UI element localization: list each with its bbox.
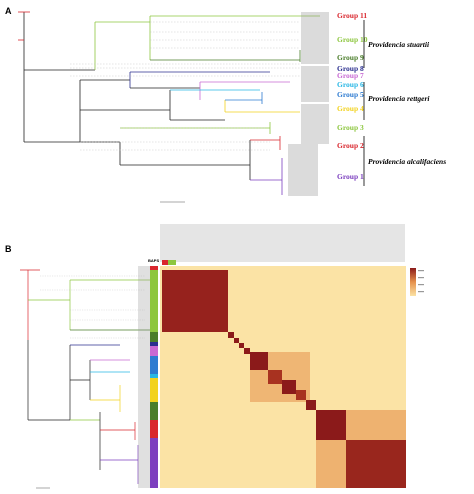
group-labels: Group 11 Group 10 Group 9 Group 8 Group … [337,11,368,181]
group-9-label: Group 9 [337,53,364,62]
panel-a-tree [18,11,320,195]
group-4-label: Group 4 [337,104,364,113]
group-5-label: Group 5 [337,90,364,99]
panel-b-leaf-lines [40,275,145,339]
group-11-label: Group 11 [337,11,367,20]
panel-b-column-labels [160,224,405,262]
baps-top-strip [162,260,176,265]
panel-b-tree [20,269,150,484]
group-8-label: Group 8 [337,64,364,73]
group-7-label: Group 7 [337,71,364,80]
heatmap-legend-ticks [418,270,424,293]
baps-strip-title: BAPS [148,258,159,263]
species-alcalifaciens-label: Providencia alcalifaciens [368,157,446,166]
panel-b-leaf-labels [138,266,150,488]
heatmap [160,266,406,488]
panel-b-label: B [5,244,12,254]
species-rettgeri-label: Providencia rettgeri [368,94,430,103]
group-1-label: Group 1 [337,172,364,181]
group-3-label: Group 3 [337,123,364,132]
heatmap-color-legend [410,268,416,296]
group-10-label: Group 10 [337,35,368,44]
panel-a-label: A [5,6,12,16]
baps-color-strip [150,266,158,488]
panel-a-leaf-lines [70,21,300,151]
group-6-label: Group 6 [337,80,364,89]
group-2-label: Group 2 [337,141,364,150]
species-stuartii-label: Providencia stuartii [368,40,430,49]
panel-a-leaf-labels [288,12,329,196]
